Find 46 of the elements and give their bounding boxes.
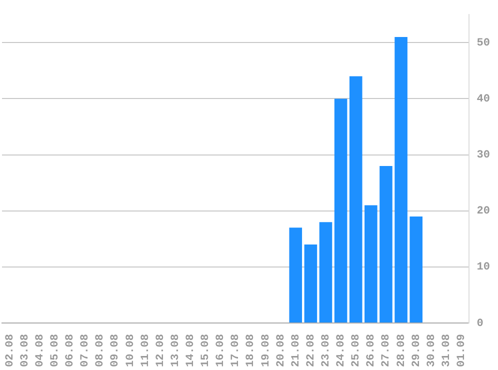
x-tick-label: 26.08 [366,334,378,368]
y-tick-label: 30 [476,150,490,162]
x-tick-label: 12.08 [154,334,167,368]
bar [349,76,362,322]
y-tick-label: 50 [476,37,490,50]
y-tick-label: 20 [476,206,490,218]
x-tick-label: 08.08 [94,334,107,368]
bar [394,37,408,322]
y-tick-label: 10 [476,262,490,274]
x-tick-label: 19.08 [260,334,272,368]
bar [364,205,378,322]
bar [289,228,302,322]
x-tick-label: 10.08 [124,334,137,368]
x-tick-label: 17.08 [230,334,242,368]
x-tick-label: 30.08 [426,334,438,368]
y-tick-label: 40 [476,93,490,106]
x-tick-label: 22.08 [305,334,318,368]
bar [304,244,318,322]
x-tick-label: 05.08 [49,334,62,368]
x-tick-label: 16.08 [215,334,228,368]
x-tick-label: 29.08 [410,334,423,368]
x-tick-label: 09.08 [110,334,122,368]
x-tick-label: 23.08 [320,334,333,368]
x-tick-label: 20.08 [275,334,288,368]
x-tick-label: 03.08 [19,334,32,368]
x-tick-label: 07.08 [80,334,92,368]
x-tick-label: 25.08 [350,334,363,368]
x-tick-label: 18.08 [245,334,258,368]
bar [319,222,332,322]
x-tick-label: 31.08 [440,334,453,368]
x-tick-label: 21.08 [290,334,302,368]
y-tick-label: 0 [476,318,484,330]
x-tick-label: 06.08 [64,334,77,368]
bar [380,166,392,322]
x-tick-label: 24.08 [336,334,348,368]
x-tick-label: 02.08 [4,334,16,368]
x-tick-label: 14.08 [184,334,197,368]
bar [334,98,348,322]
bar [410,216,422,322]
x-tick-label: 13.08 [170,334,182,368]
x-tick-label: 27.08 [380,334,393,368]
x-tick-label: 28.08 [396,334,408,368]
x-tick-label: 01.09 [456,334,468,368]
x-tick-label: 11.08 [140,334,152,368]
x-tick-label: 04.08 [34,334,46,368]
x-tick-label: 15.08 [200,334,212,368]
